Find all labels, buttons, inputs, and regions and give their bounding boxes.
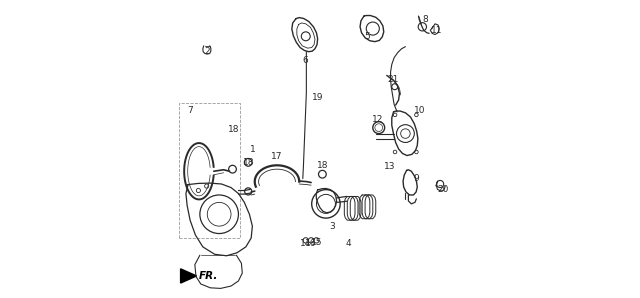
Text: 7: 7 bbox=[188, 106, 193, 115]
Text: 16: 16 bbox=[305, 239, 317, 249]
Text: 20: 20 bbox=[437, 184, 449, 193]
Text: 13: 13 bbox=[384, 162, 396, 171]
Text: 11: 11 bbox=[431, 26, 443, 35]
Text: FR.: FR. bbox=[198, 271, 218, 281]
Text: 18: 18 bbox=[317, 161, 328, 170]
Text: 9: 9 bbox=[413, 174, 419, 183]
Text: 12: 12 bbox=[372, 115, 383, 124]
Text: 18: 18 bbox=[243, 158, 254, 167]
Text: 21: 21 bbox=[387, 75, 398, 84]
Text: 18: 18 bbox=[228, 125, 240, 134]
Text: 15: 15 bbox=[311, 238, 323, 247]
Text: 4: 4 bbox=[346, 239, 351, 249]
Text: 1: 1 bbox=[250, 145, 256, 153]
Text: 5: 5 bbox=[365, 32, 371, 41]
Text: 2: 2 bbox=[204, 46, 210, 56]
Bar bbox=[179, 103, 240, 238]
Text: 14: 14 bbox=[300, 239, 312, 249]
Text: 17: 17 bbox=[271, 152, 283, 161]
Text: 3: 3 bbox=[329, 222, 335, 231]
Text: 8: 8 bbox=[422, 15, 428, 24]
Text: 19: 19 bbox=[312, 93, 324, 102]
Polygon shape bbox=[180, 269, 196, 283]
Text: 6: 6 bbox=[302, 55, 308, 64]
Text: 10: 10 bbox=[413, 106, 425, 115]
